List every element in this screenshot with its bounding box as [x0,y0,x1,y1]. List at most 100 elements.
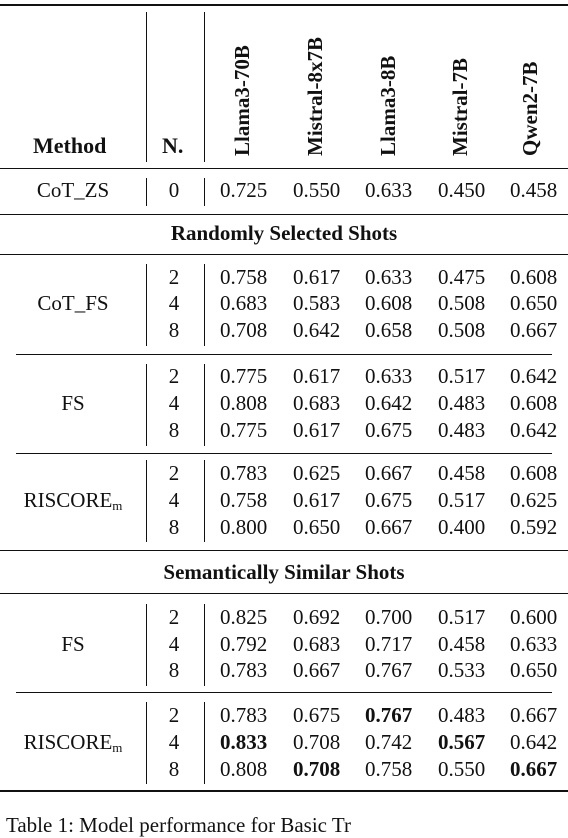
n-column-header: N. [162,133,184,158]
header-rule [0,168,568,169]
score-cell: 0.725 [220,178,268,202]
score-cell: 0.617 [293,488,341,512]
score-cell: 0.617 [293,265,341,289]
shot-count: 4 [168,391,180,415]
table-bottom-rule [0,790,568,792]
score-cell: 0.533 [438,658,486,682]
score-cell: 0.675 [365,488,413,512]
score-cell: 0.650 [510,291,558,315]
score-cell: 0.775 [220,364,268,388]
score-cell: 0.808 [220,757,268,781]
model-header-mistral-7b: Mistral-7B [448,58,472,156]
column-divider [204,264,205,346]
score-cell: 0.758 [220,265,268,289]
best-score-cell: 0.667 [510,757,558,781]
model-header-llama3-8b: Llama3-8B [376,55,400,156]
method-fs: FS [61,632,85,656]
shot-count: 2 [168,364,180,388]
section-title-semantic: Semantically Similar Shots [163,560,405,584]
shot-count: 8 [168,418,180,442]
shot-count: 2 [168,461,180,485]
score-cell: 0.742 [365,730,413,754]
score-cell: 0.625 [510,488,558,512]
method-column-header: Method [33,133,107,158]
shot-count: 8 [168,658,180,682]
method-subscript: m [112,740,123,755]
score-cell: 0.483 [438,703,486,727]
model-header-qwen2-7b: Qwen2-7B [518,61,542,157]
score-cell: 0.642 [510,364,558,388]
shot-count: 4 [168,291,180,315]
column-divider [204,460,205,542]
method-cot-fs: CoT_FS [37,291,109,315]
score-cell: 0.783 [220,461,268,485]
column-divider [146,702,147,784]
score-cell: 0.633 [510,632,558,656]
score-cell: 0.483 [438,418,486,442]
score-cell: 0.667 [293,658,341,682]
shot-count: 2 [168,703,180,727]
best-score-cell: 0.767 [365,703,413,727]
score-cell: 0.550 [293,178,341,202]
score-cell: 0.700 [365,605,413,629]
score-cell: 0.608 [365,291,413,315]
score-cell: 0.617 [293,418,341,442]
score-cell: 0.642 [510,418,558,442]
score-cell: 0.400 [438,515,486,539]
score-cell: 0.758 [365,757,413,781]
column-divider [204,178,205,206]
score-cell: 0.708 [220,318,268,342]
score-cell: 0.617 [293,364,341,388]
score-cell: 0.583 [293,291,341,315]
score-cell: 0.633 [365,364,413,388]
score-cell: 0.592 [510,515,558,539]
column-divider [204,364,205,446]
score-cell: 0.517 [438,605,486,629]
column-divider [146,178,147,206]
score-cell: 0.783 [220,658,268,682]
best-score-cell: 0.833 [220,730,268,754]
section-rule [0,550,568,551]
method-fs: FS [61,391,85,415]
score-cell: 0.667 [510,703,558,727]
column-divider [204,12,205,162]
shot-count: 8 [168,515,180,539]
score-cell: 0.667 [365,515,413,539]
score-cell: 0.650 [510,658,558,682]
table-top-rule [0,4,568,6]
method-name: RISCORE [23,730,113,754]
score-cell: 0.608 [510,391,558,415]
column-divider [146,364,147,446]
score-cell: 0.775 [220,418,268,442]
group-rule [16,354,552,355]
score-cell: 0.825 [220,605,268,629]
shot-count: 0 [168,178,180,202]
table-caption: Table 1: Model performance for Basic Tr [6,813,351,837]
score-cell: 0.767 [365,658,413,682]
score-cell: 0.642 [293,318,341,342]
column-divider [146,264,147,346]
score-cell: 0.642 [510,730,558,754]
score-cell: 0.450 [438,178,486,202]
score-cell: 0.458 [510,178,558,202]
score-cell: 0.708 [293,730,341,754]
method-name: RISCORE [23,488,113,512]
shot-count: 4 [168,488,180,512]
score-cell: 0.458 [438,461,486,485]
score-cell: 0.667 [510,318,558,342]
column-divider [146,604,147,686]
score-cell: 0.508 [438,318,486,342]
shot-count: 4 [168,632,180,656]
shot-count: 2 [168,265,180,289]
score-cell: 0.692 [293,605,341,629]
score-cell: 0.483 [438,391,486,415]
section-rule [0,254,568,255]
column-divider [204,604,205,686]
model-header-mistral-8x7b: Mistral-8x7B [303,37,327,156]
method-subscript: m [112,498,123,513]
shot-count: 2 [168,605,180,629]
score-cell: 0.675 [365,418,413,442]
score-cell: 0.642 [365,391,413,415]
score-cell: 0.808 [220,391,268,415]
